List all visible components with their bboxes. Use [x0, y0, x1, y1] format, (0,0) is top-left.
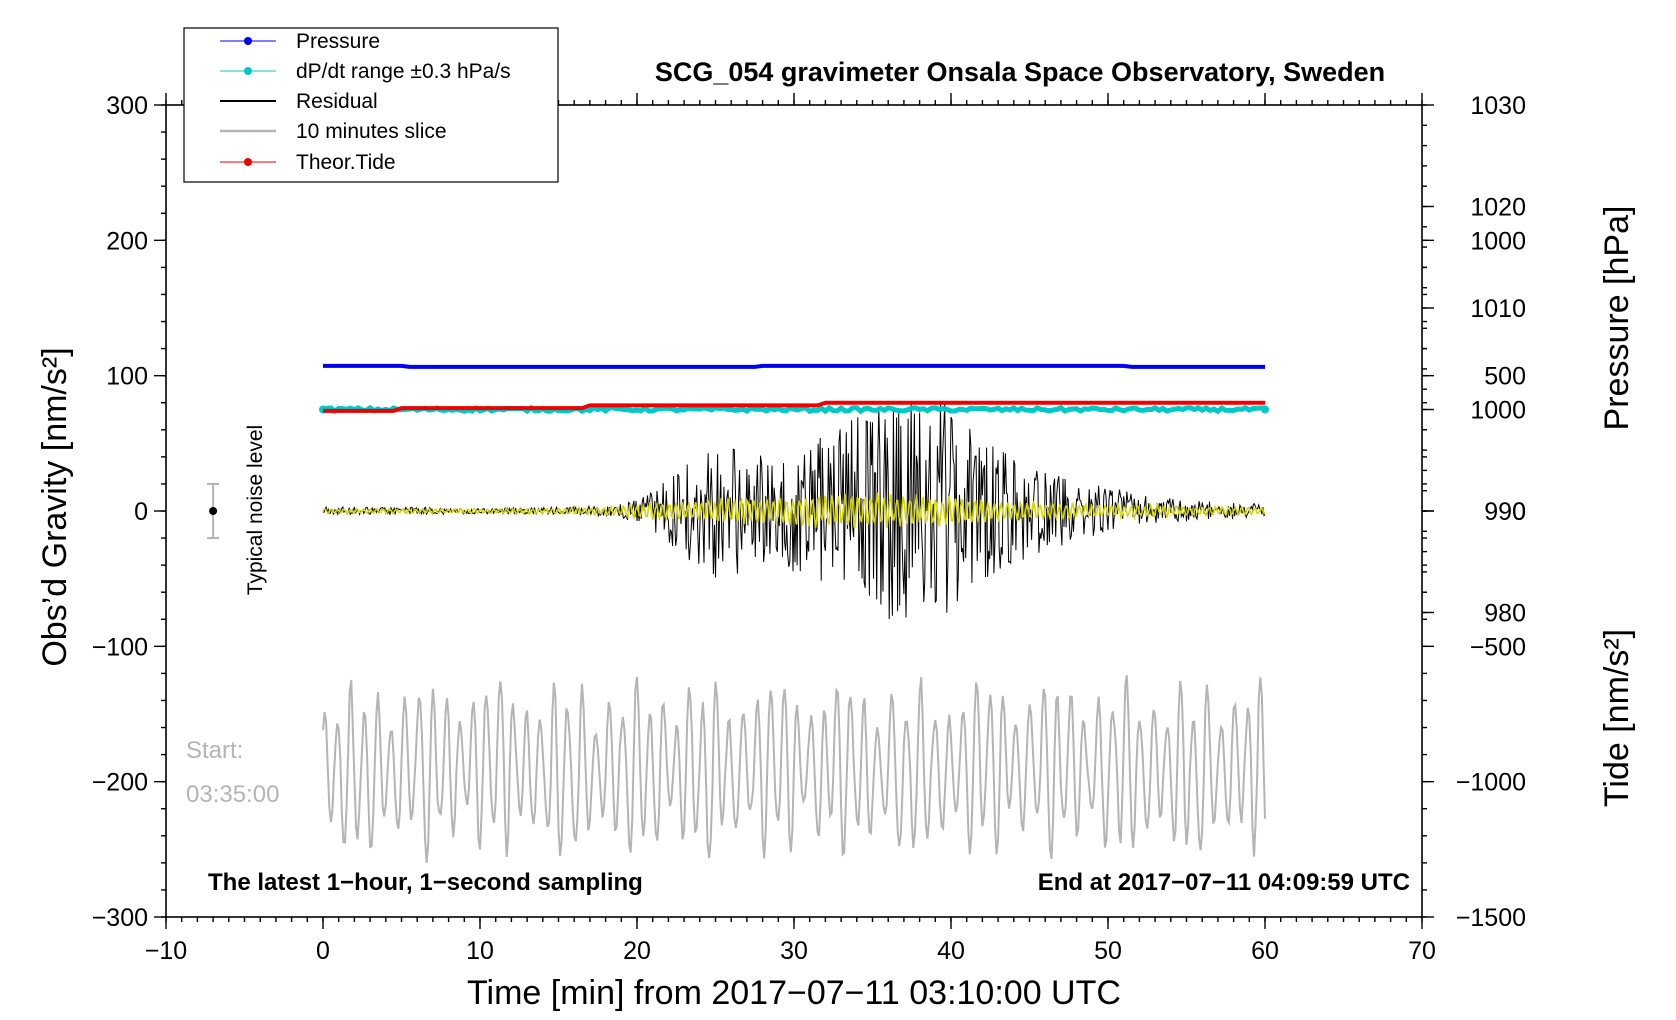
legend-label-pressure: Pressure — [296, 30, 380, 53]
legend-box — [183, 27, 559, 183]
x-tick-label: 50 — [1094, 937, 1122, 965]
tide-tick-label: −1000 — [1456, 769, 1526, 797]
y-tick-label: 0 — [134, 498, 148, 526]
pressure-tick-label: 990 — [1484, 498, 1526, 526]
x-tick-label: 70 — [1408, 937, 1436, 965]
noise-bar-center — [209, 507, 218, 515]
tide-tick-label: −1500 — [1456, 904, 1526, 932]
legend-item-dpdt: dP/dt range ±0.3 hPa/s — [220, 60, 511, 83]
chart-title: SCG_054 gravimeter Onsala Space Observat… — [655, 57, 1385, 87]
legend-label-tide: Theor.Tide — [296, 151, 396, 174]
tick-labels: −10 0 10 20 30 40 50 60 703002001000−100−200−300… — [92, 92, 1526, 965]
pressure-tick-label: 980 — [1484, 600, 1526, 628]
y-tick-label: −200 — [92, 769, 148, 797]
series-dpdt-end-point — [1261, 405, 1269, 414]
x-axis-title: Time [min] from 2017−07−11 03:10:00 UTC — [467, 974, 1121, 1012]
legend-item-slice: 10 minutes slice — [220, 120, 447, 143]
series-smoothed-line — [322, 492, 1266, 529]
x-tick-label: 10 — [466, 937, 494, 965]
y-tick-label: 200 — [106, 227, 148, 255]
pressure-tick-label: 1030 — [1470, 92, 1526, 120]
start-label: Start: — [186, 737, 243, 764]
series-pressure-line — [323, 363, 1265, 369]
y-tick-label: −100 — [92, 633, 148, 661]
series-dpdt-line — [322, 404, 1266, 415]
tide-tick-label: 500 — [1484, 363, 1526, 391]
x-tick-label: 20 — [623, 937, 651, 965]
tide-tick-label: 0 — [1512, 498, 1526, 526]
noise-level-label: Typical noise level — [244, 425, 267, 595]
tide-tick-label: 1000 — [1470, 227, 1526, 255]
x-tick-label: 30 — [780, 937, 808, 965]
legend-label-dpdt: dP/dt range ±0.3 hPa/s — [296, 60, 511, 83]
x-tick-label: −10 — [145, 937, 187, 965]
axis-ticks — [154, 93, 1434, 929]
x-tick-label: 40 — [937, 937, 965, 965]
y-axis-title-tide: Tide [nm/s²] — [1598, 629, 1636, 807]
legend-label-slice: 10 minutes slice — [296, 120, 447, 143]
series-tide-line — [323, 400, 1265, 413]
noise-level-bar — [207, 482, 220, 540]
start-time: 03:35:00 — [186, 781, 279, 808]
sampling-note: The latest 1−hour, 1−second sampling — [208, 869, 643, 896]
y-tick-label: 300 — [106, 92, 148, 120]
pressure-tick-label: 1020 — [1470, 194, 1526, 222]
legend-item-residual: Residual — [220, 90, 378, 113]
series-layer — [319, 363, 1269, 863]
y-tick-label: −300 — [92, 904, 148, 932]
x-tick-label: 60 — [1251, 937, 1279, 965]
legend-item-tide: Theor.Tide — [220, 151, 396, 174]
pressure-tick-label: 1000 — [1470, 397, 1526, 425]
pressure-tick-label: 1010 — [1470, 295, 1526, 323]
legend-marker-pressure — [244, 37, 252, 45]
y-tick-label: 100 — [106, 363, 148, 391]
legend-label-residual: Residual — [296, 90, 378, 113]
y-axis-title-pressure: Pressure [hPa] — [1598, 206, 1636, 431]
legend: Pressure dP/dt range ±0.3 hPa/s Residual… — [183, 27, 559, 183]
legend-item-pressure: Pressure — [220, 30, 380, 53]
legend-marker-tide — [244, 158, 252, 166]
tide-tick-label: −500 — [1470, 633, 1526, 661]
y-axis-title-left: Obs’d Gravity [nm/s²] — [36, 347, 74, 666]
end-time-note: End at 2017−07−11 04:09:59 UTC — [1038, 869, 1410, 896]
series-slice-line — [322, 675, 1266, 863]
x-tick-label: 0 — [316, 937, 330, 965]
legend-marker-dpdt — [244, 67, 252, 75]
